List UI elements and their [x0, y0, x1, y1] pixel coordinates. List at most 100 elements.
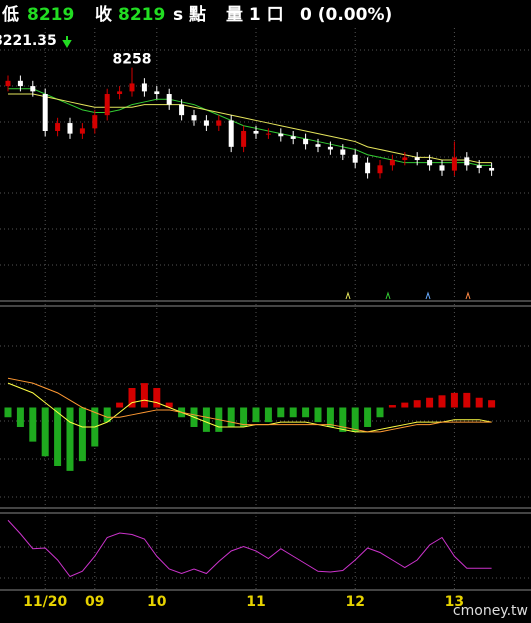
macd-bar [16, 407, 24, 427]
candle-body [315, 144, 321, 147]
macd-bar [128, 388, 136, 408]
candle-body [79, 128, 85, 134]
x-tick-label: 11/20 [23, 594, 67, 610]
candle-body [67, 123, 73, 134]
candle-body [129, 83, 135, 92]
macd-bar [388, 405, 396, 408]
candle-body [389, 160, 395, 166]
header-item: 0 (0.00%) [300, 5, 392, 25]
candle-body [253, 130, 259, 134]
macd-bar [376, 407, 384, 418]
macd-bar [289, 407, 297, 418]
candle-body [179, 104, 185, 116]
macd-bar [4, 407, 12, 418]
macd-bar [326, 407, 334, 427]
macd-bar [202, 407, 210, 432]
signal-markers [345, 291, 471, 300]
candle-body [17, 80, 23, 87]
candle-body [166, 94, 172, 105]
macd-bar [41, 407, 49, 457]
macd-bar [277, 407, 285, 418]
candle-body [290, 136, 296, 139]
signal-marker [425, 291, 431, 300]
header-item: 8219 [27, 5, 74, 25]
candle-body [30, 86, 36, 92]
macd-bar [227, 407, 235, 427]
signal-marker [465, 291, 471, 300]
x-tick-label: 10 [147, 594, 167, 610]
header-item: 低 [1, 4, 19, 25]
candle-body [216, 120, 222, 126]
macd-line [7, 377, 492, 433]
macd-bar [240, 407, 248, 427]
candle-body [141, 83, 147, 92]
header-item: s 點 [173, 4, 206, 25]
x-tick-label: 12 [345, 594, 364, 610]
candle-body [476, 165, 482, 168]
candle-body [464, 157, 470, 166]
last-price: 8221.35 [0, 33, 57, 49]
macd-bar [339, 407, 347, 432]
candle-body [5, 80, 11, 87]
candle-body [402, 157, 408, 161]
header-item: 量 1 口 [226, 4, 284, 25]
candle-body [55, 123, 61, 131]
kd-line [7, 519, 492, 578]
macd-bar [103, 407, 111, 423]
signal-marker [345, 291, 351, 300]
macd-bar [54, 407, 62, 466]
candle-body [104, 94, 110, 116]
x-tick-label: 11 [246, 594, 265, 610]
candle-body [42, 94, 48, 131]
signal-marker [385, 291, 391, 300]
candle-body [191, 115, 197, 121]
macd-bar [401, 402, 409, 408]
macd-bar [302, 407, 310, 418]
macd-bar [364, 407, 372, 427]
candle-body [303, 138, 309, 145]
header-item: 收 [95, 4, 112, 25]
candle-body [241, 130, 247, 147]
macd-bar [413, 400, 421, 408]
macd-bar [438, 395, 446, 408]
macd-bar [78, 407, 86, 462]
candle-body [278, 133, 284, 137]
candle-body [340, 149, 346, 155]
candle-body [228, 120, 234, 147]
h-grid [0, 49, 531, 579]
candle-body [352, 154, 358, 163]
macd-bar [252, 407, 260, 423]
macd-bar [66, 407, 74, 471]
macd-bar [153, 388, 161, 408]
x-tick-label: 13 [445, 594, 464, 610]
candle-body [265, 133, 271, 135]
candle-body [427, 160, 433, 166]
watermark: cmoney.tw [453, 603, 528, 619]
candle-body [154, 91, 160, 95]
macd-bar [426, 397, 434, 408]
macd-bar [165, 402, 173, 408]
macd-bar [264, 407, 272, 423]
candle-body [451, 157, 457, 171]
candle-body [327, 146, 333, 150]
macd-bar [475, 397, 483, 408]
candle-body [377, 165, 383, 174]
candle-body [117, 91, 123, 95]
macd-bar [351, 407, 359, 432]
candle-body [414, 157, 420, 161]
macd-bar [29, 407, 37, 442]
candle-body [439, 165, 445, 171]
macd-bar [488, 400, 496, 408]
ma-line [8, 88, 492, 166]
macd-bar [116, 402, 124, 408]
candle-body [92, 115, 98, 129]
candle-body [365, 162, 371, 174]
down-arrow [62, 36, 72, 48]
candle-body [489, 167, 495, 171]
macd-bar [314, 407, 322, 423]
x-tick-label: 09 [85, 594, 104, 610]
header-bar [0, 0, 531, 28]
macd-bar [450, 392, 458, 408]
ma-line [8, 93, 492, 164]
